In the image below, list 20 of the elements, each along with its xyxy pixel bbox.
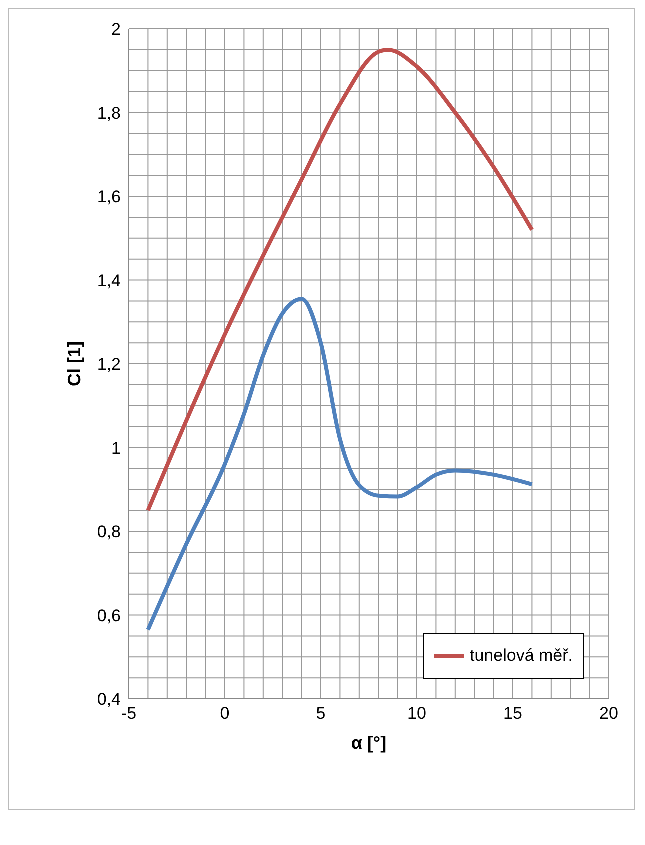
y-tick-label: 1,4 (97, 271, 121, 290)
y-tick-label: 1,6 (97, 188, 121, 207)
y-tick-label: 0,6 (97, 606, 121, 626)
legend-label: tunelová měř. (470, 646, 573, 666)
x-tick-label: 5 (316, 704, 326, 724)
line-series (146, 48, 534, 513)
y-tick-label: 2 (112, 20, 121, 40)
y-tick-label: 1 (112, 438, 121, 458)
y-tick-label: 0,8 (97, 522, 121, 542)
x-tick-label: 10 (408, 704, 426, 724)
x-tick-label: 20 (600, 704, 618, 724)
y-axis-title: Cl [1] (64, 342, 84, 386)
y-tick-label: 1,8 (97, 104, 121, 123)
line-series (146, 297, 534, 632)
y-tick-label: 0,4 (97, 690, 121, 710)
x-axis-title: α [°] (351, 733, 387, 753)
y-tick-label: 1,2 (97, 355, 121, 374)
x-tick-label: -5 (121, 704, 137, 724)
x-tick-label: 15 (504, 704, 522, 724)
x-tick-label: 0 (220, 704, 230, 724)
